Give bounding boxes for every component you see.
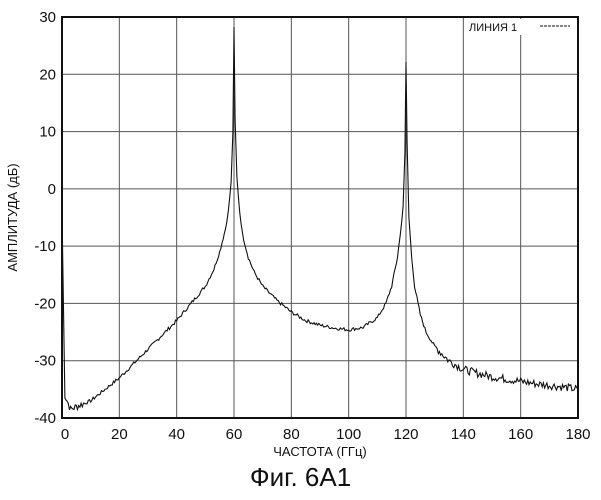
y-axis-title: АМПЛИТУДА (дБ) bbox=[5, 163, 20, 271]
x-tick-label: 100 bbox=[336, 426, 361, 443]
x-tick-label: 180 bbox=[565, 426, 590, 443]
x-tick-label: 120 bbox=[393, 426, 418, 443]
legend-box bbox=[464, 19, 576, 35]
x-tick-label: 60 bbox=[226, 426, 243, 443]
y-tick-label: 0 bbox=[48, 181, 56, 198]
x-tick-label: 160 bbox=[508, 426, 533, 443]
y-tick-label: -20 bbox=[34, 295, 56, 312]
y-tick-label: -30 bbox=[34, 353, 56, 370]
y-tick-label: 10 bbox=[39, 124, 56, 141]
plot-frame bbox=[61, 16, 579, 419]
y-tick-label: 30 bbox=[39, 9, 56, 26]
x-tick-label: 40 bbox=[168, 426, 185, 443]
y-tick-label: -40 bbox=[34, 410, 56, 427]
x-axis-title: ЧАСТОТА (ГГц) bbox=[273, 444, 366, 459]
x-tick-label: 80 bbox=[283, 426, 300, 443]
y-tick-label: 20 bbox=[39, 66, 56, 83]
x-tick-label: 0 bbox=[61, 426, 69, 443]
tick-labels: 0 20 40 60 80 100 120 140 160 1803020100-10-20-30… bbox=[34, 9, 590, 443]
series-line bbox=[61, 26, 579, 412]
y-tick-label: -10 bbox=[34, 238, 56, 255]
series-layer bbox=[61, 26, 579, 412]
figure-caption: Фиг. 6А1 bbox=[249, 462, 352, 492]
legend-label: ЛИНИЯ 1 bbox=[469, 22, 517, 34]
x-tick-label: 140 bbox=[451, 426, 476, 443]
x-tick-label: 20 bbox=[111, 426, 128, 443]
legend: ЛИНИЯ 1 bbox=[464, 19, 576, 35]
